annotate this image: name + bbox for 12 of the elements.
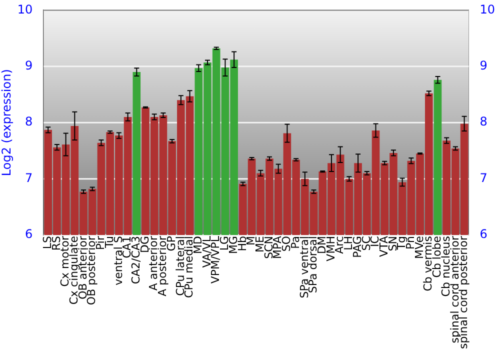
y2-tick-label: 9	[480, 58, 488, 73]
x-tick-label: OB posterior	[85, 236, 98, 306]
y-tick-label: 6	[25, 227, 33, 242]
y-tick-label: 10	[17, 2, 33, 16]
y-axis-title: Log2 (expression)	[0, 69, 14, 176]
y2-tick-label: 10	[480, 2, 496, 16]
y2-tick-label: 8	[480, 114, 488, 129]
y-tick-label: 9	[25, 58, 33, 73]
y2-tick-label: 6	[480, 227, 488, 242]
y-tick-label: 8	[25, 114, 33, 129]
y2-tick-label: 7	[480, 170, 488, 185]
y-tick-label: 7	[25, 170, 33, 185]
